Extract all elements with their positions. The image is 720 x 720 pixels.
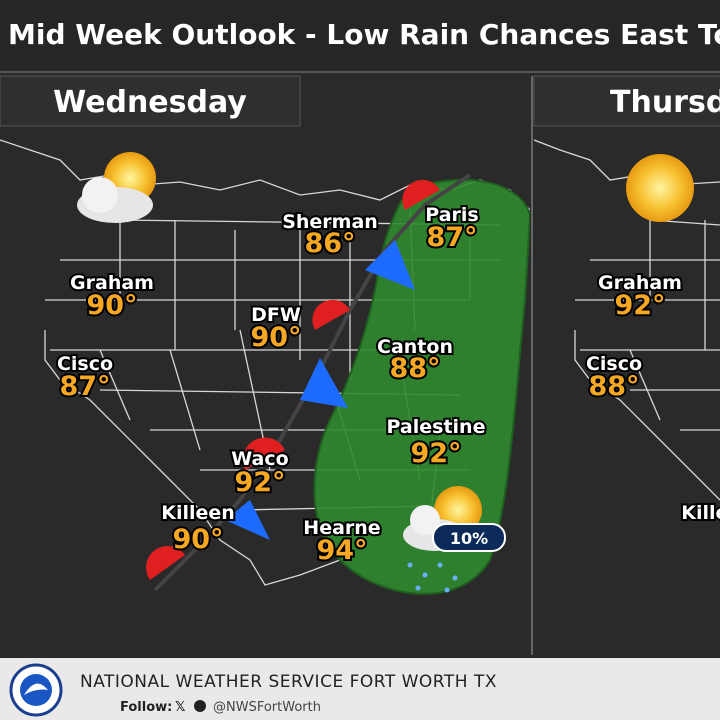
cold-front-symbol	[225, 500, 270, 540]
day-tab	[0, 75, 301, 127]
city-name: Hearne	[303, 517, 380, 539]
city-temp: 90°	[86, 290, 137, 321]
city-name: Canton	[377, 336, 453, 358]
handle[interactable]: @NWSFortWorth	[213, 700, 321, 715]
city-temp: 94°	[316, 535, 367, 566]
city-temp: 87°	[426, 222, 477, 253]
sun-icon	[626, 154, 694, 222]
rain-area	[313, 178, 530, 595]
city-name: Killeen	[161, 502, 235, 524]
city-name: Cisco	[57, 353, 113, 375]
city-name: Sherman	[282, 211, 378, 233]
partly-cloudy-icon	[77, 152, 156, 223]
warm-front-symbol	[242, 437, 285, 470]
city-temp: 90°	[250, 322, 301, 353]
warm-front-symbol	[146, 546, 185, 580]
cold-front-symbol	[300, 358, 348, 408]
city-name: DFW	[251, 304, 301, 326]
day-label: Wednesday	[53, 85, 247, 120]
map	[0, 139, 530, 595]
map	[534, 139, 720, 501]
x-icon[interactable]: 𝕏	[175, 700, 186, 715]
city-name: Paris	[425, 204, 478, 226]
title: Mid Week Outlook - Low Rain Chances East…	[8, 18, 720, 51]
title-bar	[0, 0, 720, 70]
city-temp: 88°	[389, 353, 440, 384]
city-name: Killeen	[681, 502, 720, 524]
agency: NATIONAL WEATHER SERVICE FORT WORTH TX	[80, 672, 497, 692]
city-temp: 92°	[410, 438, 461, 469]
rain-badge	[432, 523, 506, 552]
city-temp: 90°	[172, 524, 223, 555]
day-tab	[533, 75, 720, 127]
cold-front-symbol	[365, 240, 415, 290]
city-name: Palestine	[387, 416, 486, 438]
city-temp: 86°	[304, 228, 355, 259]
city-name: Graham	[70, 272, 154, 294]
city-name: Graham	[598, 272, 682, 294]
city-temp: 92°	[614, 290, 665, 321]
facebook-icon[interactable]	[194, 700, 206, 712]
city-temp: 88°	[588, 371, 639, 402]
warm-front-symbol	[402, 179, 440, 210]
city-name: Cisco	[586, 353, 642, 375]
city-name: Waco	[231, 448, 288, 470]
city-temp: 92°	[234, 467, 285, 498]
rain-chance: 10%	[450, 529, 488, 548]
city-temp: 87°	[59, 371, 110, 402]
nws-logo	[9, 663, 63, 717]
follow-label: Follow:	[120, 700, 172, 715]
day-label: Thursday	[610, 85, 720, 120]
warm-front-symbol	[312, 299, 350, 330]
footer	[0, 658, 720, 720]
